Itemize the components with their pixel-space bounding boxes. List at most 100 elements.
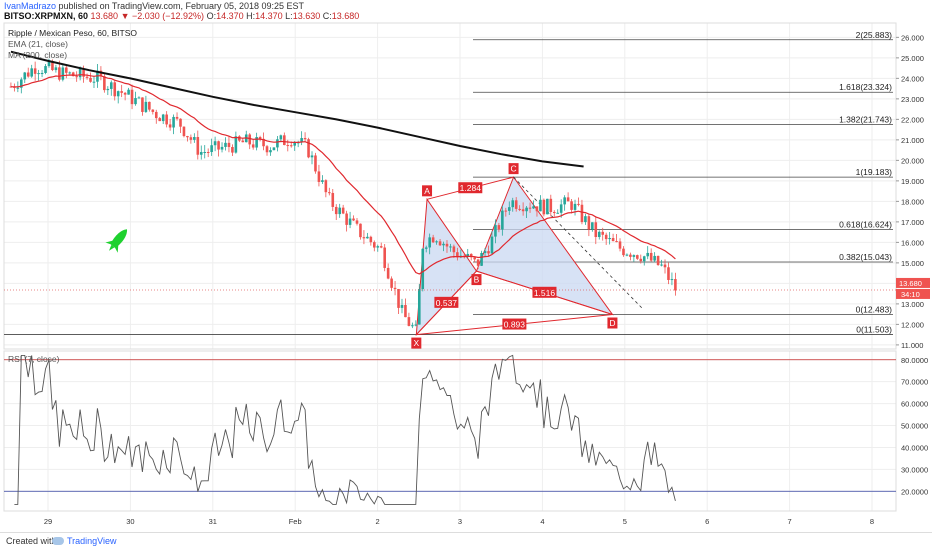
rsi-indicator xyxy=(4,354,896,505)
candle-body xyxy=(310,155,314,158)
candle-body xyxy=(262,138,265,147)
candle-body xyxy=(227,142,231,148)
candle-body xyxy=(469,253,473,258)
candle-body xyxy=(497,225,501,230)
candle-body xyxy=(559,204,563,213)
low-label: L: xyxy=(285,11,293,21)
candle-body xyxy=(220,146,224,150)
candle-body xyxy=(611,238,615,242)
fib-label: 0(12.483) xyxy=(856,304,893,314)
published-text: published on TradingView.com, February 0… xyxy=(56,1,305,11)
y-tick-label: 22.000 xyxy=(901,115,924,124)
candle-body xyxy=(265,146,269,153)
candle-body xyxy=(314,155,317,172)
candle-body xyxy=(546,198,549,215)
symbol-label: BITSO:XRPMXN, 60 xyxy=(4,11,89,21)
candle-body xyxy=(435,241,438,243)
candle-body xyxy=(61,67,65,80)
candle-body xyxy=(130,89,134,105)
y-tick-label: 16.000 xyxy=(901,238,924,247)
rsi-tick-label: 30.0000 xyxy=(901,465,928,474)
countdown-tag xyxy=(896,288,930,299)
candle-body xyxy=(175,116,179,119)
tradingview-brand[interactable]: TradingView xyxy=(67,536,117,546)
candle-body xyxy=(397,288,400,308)
candle-body xyxy=(649,252,653,261)
candle-body xyxy=(535,206,539,212)
y-tick-label: 23.000 xyxy=(901,95,924,104)
candle-body xyxy=(414,324,418,326)
price-chart[interactable]: 2(25.883) 1.618(23.324) 1.382(21.743) 1(19.… xyxy=(0,0,932,532)
ratio-tag xyxy=(532,286,557,298)
candle-body xyxy=(251,144,255,148)
candle-body xyxy=(276,139,279,148)
candle-body xyxy=(373,242,376,248)
publisher-name[interactable]: IvanMadrazo xyxy=(4,1,57,11)
candle-body xyxy=(601,231,605,235)
price-pane-border xyxy=(3,22,897,350)
candlestick-series xyxy=(9,58,677,329)
y-tick-label: 15.000 xyxy=(901,259,924,268)
candle-body xyxy=(241,140,245,143)
candle-body xyxy=(456,252,459,258)
candle-body xyxy=(556,212,560,214)
candle-body xyxy=(597,231,601,238)
created-with-text: Created with xyxy=(6,536,57,546)
candle-body xyxy=(64,67,68,73)
ratio-label: 1.284 xyxy=(460,183,482,193)
ratio-label: 0.537 xyxy=(436,298,458,308)
candle-body xyxy=(203,151,207,153)
candle-body xyxy=(279,135,283,140)
candle-body xyxy=(116,91,120,97)
candle-body xyxy=(518,208,521,210)
candle-body xyxy=(307,139,310,158)
candle-body xyxy=(442,243,445,246)
x-tick-label: Feb xyxy=(289,517,302,526)
candle-body xyxy=(51,61,54,71)
x-tick-label: 7 xyxy=(788,517,792,526)
candle-body xyxy=(386,267,390,279)
candle-body xyxy=(580,204,584,223)
candle-body xyxy=(400,305,404,308)
y-tick-label: 17.000 xyxy=(901,218,924,227)
point-tag xyxy=(471,274,482,286)
x-tick-label: 4 xyxy=(540,517,544,526)
candle-body xyxy=(483,251,487,253)
candle-body xyxy=(92,81,96,83)
candle-body xyxy=(452,246,456,253)
candle-body xyxy=(158,118,162,122)
pattern-xab-fill xyxy=(415,197,478,336)
candle-body xyxy=(445,243,449,247)
price-axis: 29 30 31 Feb 2 3 4 5 6 7 8 26.000 25.000 24.000 23.000… xyxy=(44,33,930,526)
y-tick-label: 24.000 xyxy=(901,74,924,83)
y-tick-label: 20.000 xyxy=(901,156,924,165)
candle-body xyxy=(109,82,113,89)
candle-body xyxy=(490,236,494,254)
candle-body xyxy=(328,192,331,194)
point-label: D xyxy=(609,318,615,328)
candle-body xyxy=(663,264,667,268)
candle-body xyxy=(206,151,210,153)
candle-body xyxy=(37,73,40,75)
candle-body xyxy=(639,258,643,262)
point-tag xyxy=(607,317,618,329)
candle-body xyxy=(636,255,639,259)
candle-body xyxy=(123,92,127,95)
candle-body xyxy=(511,200,515,208)
candle-body xyxy=(172,116,175,128)
fib-label: 0.618(16.624) xyxy=(839,220,892,230)
candle-body xyxy=(338,207,341,215)
x-tick-label: 2 xyxy=(376,517,380,526)
candle-body xyxy=(573,203,577,210)
candle-body xyxy=(141,97,144,112)
candle-body xyxy=(154,111,158,119)
countdown-tag-label: 34:10 xyxy=(901,290,920,299)
candle-body xyxy=(44,66,47,73)
candle-body xyxy=(359,223,362,238)
candle-body xyxy=(248,134,252,145)
candle-body xyxy=(428,237,431,248)
candle-body xyxy=(283,135,286,146)
rsi-tick-label: 40.0000 xyxy=(901,443,928,452)
candle-body xyxy=(404,305,407,318)
candle-body xyxy=(137,97,141,99)
